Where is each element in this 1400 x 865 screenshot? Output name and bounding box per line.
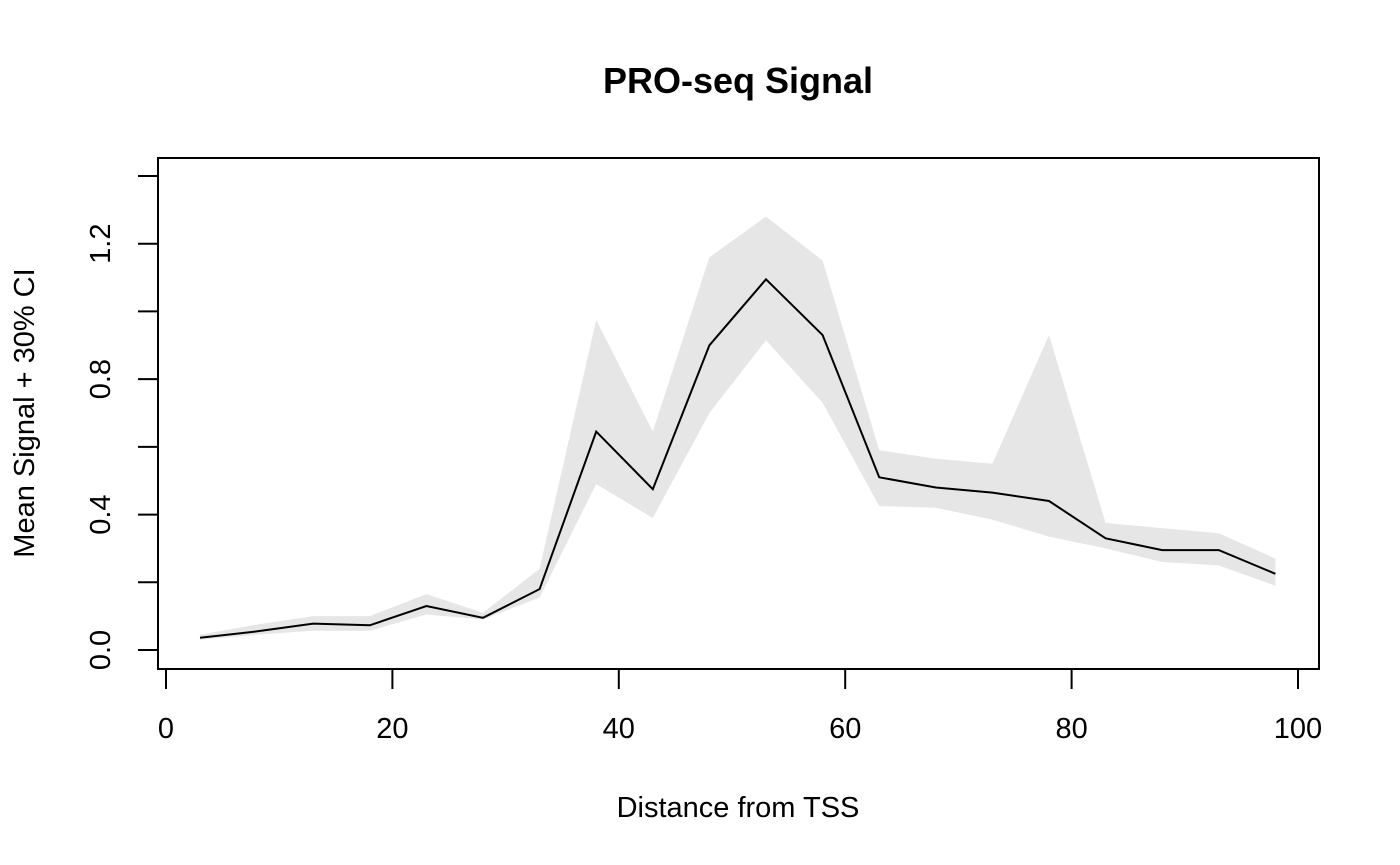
y-tick-label: 1.2 [85, 224, 117, 264]
y-axis: 0.0 0.4 0.8 1.2 [85, 175, 159, 670]
x-tick-label: 100 [1274, 713, 1322, 745]
x-tick-label: 40 [603, 713, 635, 745]
plot-frame [157, 157, 1320, 670]
chart-title: PRO-seq Signal [603, 60, 873, 101]
x-tick-label: 0 [158, 713, 174, 745]
y-tick-label: 0.4 [85, 494, 117, 534]
x-tick-label: 80 [1055, 713, 1087, 745]
y-tick-label: 0.0 [85, 630, 117, 670]
x-axis-label: Distance from TSS [617, 792, 860, 824]
y-axis-label: Mean Signal + 30% CI [9, 268, 41, 557]
ci-band [200, 216, 1276, 640]
x-tick-label: 20 [376, 713, 408, 745]
plot-area [199, 216, 1276, 640]
y-tick-label: 0.8 [85, 359, 117, 399]
x-axis: 0 20 40 60 80 100 [158, 668, 1322, 745]
mean-signal-line [199, 277, 1276, 639]
x-tick-label: 60 [829, 713, 861, 745]
